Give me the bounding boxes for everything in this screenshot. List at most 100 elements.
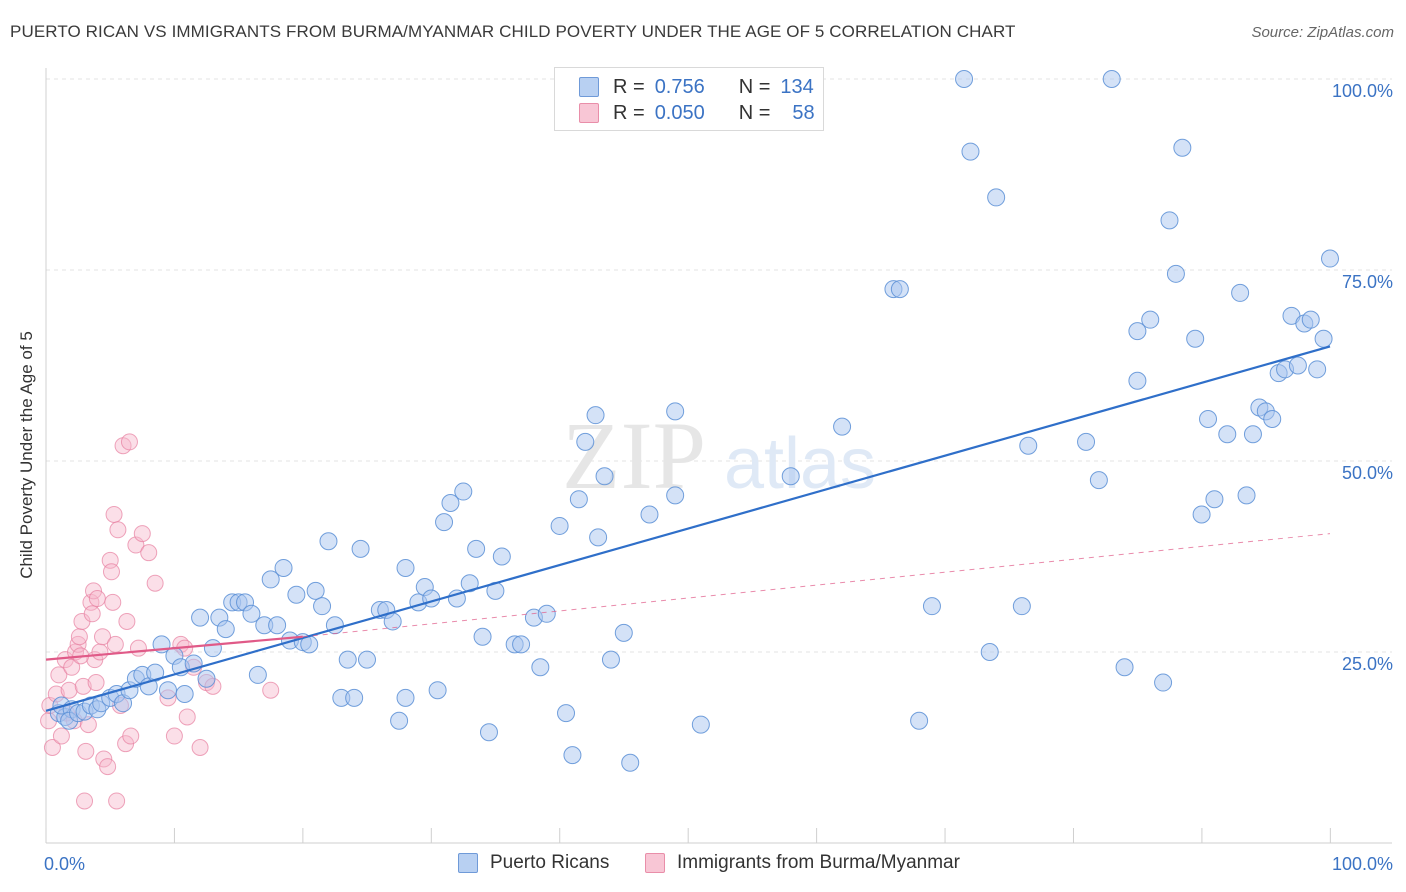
data-point-puerto-ricans — [1102, 70, 1121, 88]
data-point-puerto-ricans — [691, 715, 710, 734]
data-point-puerto-ricans — [454, 482, 473, 501]
data-point-puerto-ricans — [1128, 371, 1147, 390]
data-point-puerto-ricans — [1231, 283, 1250, 302]
trend-lines — [45, 345, 1331, 712]
data-point-burma — [105, 505, 123, 523]
data-point-burma — [95, 750, 113, 768]
legend-item-burma: Immigrants from Burma/Myanmar — [645, 852, 960, 874]
trendline-burma-extension — [302, 533, 1331, 638]
legend-row-puerto-ricans: R = 0.756 N = 134 — [579, 75, 814, 99]
data-point-burma — [60, 681, 78, 699]
data-point-puerto-ricans — [1308, 360, 1327, 379]
data-point-puerto-ricans — [614, 623, 633, 642]
axes — [45, 68, 1392, 844]
data-point-puerto-ricans — [319, 532, 338, 551]
data-point-puerto-ricans — [666, 402, 685, 421]
data-point-burma — [85, 582, 103, 600]
data-point-puerto-ricans — [216, 620, 235, 639]
data-point-burma — [146, 574, 164, 592]
data-point-puerto-ricans — [1077, 432, 1096, 451]
data-point-puerto-ricans — [1154, 673, 1173, 692]
data-point-puerto-ricans — [287, 585, 306, 604]
x-tick-label-max: 100.0% — [1332, 854, 1393, 874]
gridlines — [46, 78, 1392, 653]
legend-item-puerto-ricans: Puerto Ricans — [458, 852, 609, 874]
data-point-puerto-ricans — [1173, 138, 1192, 157]
trendline-burma — [45, 635, 303, 661]
data-point-burma — [108, 792, 126, 810]
data-point-puerto-ricans — [248, 665, 267, 684]
data-point-burma — [191, 739, 209, 756]
data-point-puerto-ricans — [1115, 658, 1134, 677]
data-point-puerto-ricans — [441, 494, 460, 513]
data-point-puerto-ricans — [338, 650, 357, 669]
data-point-puerto-ricans — [1243, 425, 1262, 444]
chart-title: PUERTO RICAN VS IMMIGRANTS FROM BURMA/MY… — [10, 22, 1016, 41]
data-point-puerto-ricans — [987, 188, 1006, 207]
data-point-burma — [52, 727, 70, 745]
legend-n-value: 58 — [792, 101, 815, 124]
data-point-puerto-ricans — [175, 685, 194, 704]
data-point-puerto-ricans — [479, 723, 498, 742]
data-point-puerto-ricans — [601, 650, 620, 669]
y-tick-label: 50.0% — [1342, 463, 1393, 483]
legend-n-label: N = — [738, 75, 771, 98]
data-point-burma — [120, 433, 138, 451]
data-point-puerto-ricans — [268, 616, 287, 635]
data-point-puerto-ricans — [473, 627, 492, 646]
data-point-puerto-ricans — [1089, 471, 1108, 490]
data-point-puerto-ricans — [1301, 310, 1320, 329]
x-tick-label-min: 0.0% — [44, 854, 85, 874]
data-point-puerto-ricans — [1263, 409, 1282, 428]
data-point-puerto-ricans — [640, 505, 659, 524]
data-point-puerto-ricans — [1019, 436, 1038, 455]
data-point-puerto-ricans — [512, 635, 531, 654]
data-point-puerto-ricans — [595, 467, 614, 486]
data-point-burma — [106, 635, 124, 653]
data-point-burma — [91, 643, 109, 661]
data-point-burma — [76, 792, 94, 810]
series-puerto-ricans-points — [49, 70, 1339, 772]
y-tick-label: 75.0% — [1342, 272, 1393, 292]
data-point-burma — [129, 639, 147, 657]
legend-swatch-blue — [579, 77, 599, 97]
data-point-puerto-ricans — [781, 467, 800, 486]
data-point-puerto-ricans — [922, 597, 941, 616]
y-tick-label: 100.0% — [1332, 81, 1393, 101]
data-point-puerto-ricans — [621, 753, 640, 772]
correlation-legend: R = 0.756 N = 134 R = 0.050 N = 58 — [554, 67, 824, 131]
data-point-puerto-ricans — [531, 658, 550, 677]
data-point-puerto-ricans — [428, 681, 447, 700]
data-point-burma — [74, 677, 92, 695]
data-point-puerto-ricans — [890, 280, 909, 299]
data-point-puerto-ricans — [1205, 490, 1224, 509]
data-point-puerto-ricans — [447, 589, 466, 608]
data-point-puerto-ricans — [492, 547, 511, 566]
data-point-burma — [102, 563, 120, 581]
data-point-puerto-ricans — [589, 528, 608, 547]
series-burma-points — [40, 433, 280, 810]
data-point-puerto-ricans — [351, 539, 370, 558]
legend-r-value: 0.756 — [654, 75, 705, 98]
data-point-puerto-ricans — [557, 704, 576, 723]
data-point-burma — [165, 727, 183, 745]
data-point-burma — [133, 525, 151, 543]
data-point-puerto-ricans — [158, 681, 177, 700]
data-point-puerto-ricans — [306, 581, 325, 600]
source-credit: Source: ZipAtlas.com — [1251, 24, 1394, 41]
data-point-burma — [93, 628, 111, 646]
data-point-puerto-ricans — [146, 663, 165, 682]
data-point-puerto-ricans — [422, 589, 441, 608]
data-point-puerto-ricans — [345, 688, 364, 707]
legend-label-burma: Immigrants from Burma/Myanmar — [677, 852, 960, 873]
legend-row-burma: R = 0.050 N = 58 — [579, 101, 815, 125]
watermark-atlas: atlas — [724, 424, 876, 504]
legend-n-label: N = — [738, 101, 771, 124]
y-tick-label: 25.0% — [1342, 654, 1393, 674]
data-point-puerto-ricans — [1166, 264, 1185, 283]
data-point-puerto-ricans — [197, 669, 216, 688]
data-point-puerto-ricans — [1192, 505, 1211, 524]
data-point-puerto-ricans — [467, 539, 486, 558]
data-point-puerto-ricans — [1237, 486, 1256, 505]
data-point-puerto-ricans — [1321, 249, 1339, 268]
